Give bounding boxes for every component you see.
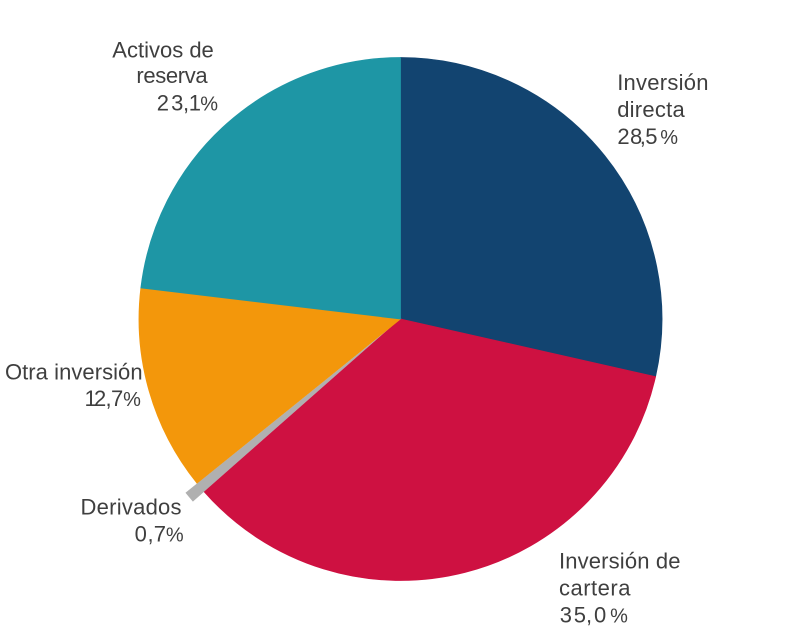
svg-text:Derivados: Derivados: [81, 495, 182, 520]
svg-text:0,7%: 0,7%: [135, 522, 184, 547]
svg-text:23,1%: 23,1%: [157, 90, 218, 115]
svg-text:35,0%: 35,0%: [560, 602, 628, 627]
svg-text:Otra inversión: Otra inversión: [5, 359, 143, 384]
svg-text:reserva: reserva: [136, 63, 208, 88]
svg-text:Activos de: Activos de: [112, 37, 214, 62]
svg-text:cartera: cartera: [559, 575, 631, 600]
svg-text:12,7%: 12,7%: [85, 386, 142, 411]
svg-text:Inversión: Inversión: [617, 70, 709, 95]
svg-text:28,5%: 28,5%: [617, 124, 678, 149]
svg-text:Inversión de: Inversión de: [559, 548, 681, 573]
svg-text:directa: directa: [617, 97, 685, 122]
